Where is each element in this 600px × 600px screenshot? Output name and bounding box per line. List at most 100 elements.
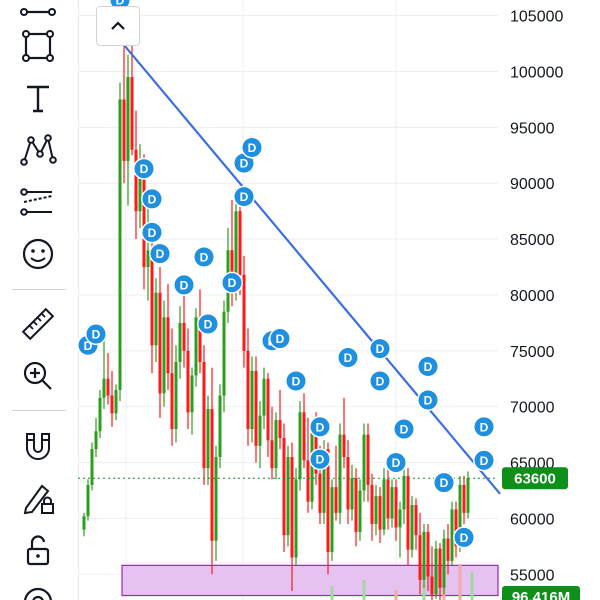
- dividend-marker[interactable]: [270, 329, 290, 349]
- trend-line-icon: [20, 8, 56, 16]
- volume-tag[interactable]: [502, 586, 580, 600]
- forecasting-tool[interactable]: [14, 180, 62, 224]
- dividend-marker[interactable]: [310, 449, 330, 469]
- dividend-marker[interactable]: [418, 390, 438, 410]
- dividend-marker[interactable]: [394, 419, 414, 439]
- dividend-marker-label: D: [480, 420, 489, 434]
- candle-body: [90, 449, 94, 485]
- pattern-icon: [20, 134, 57, 166]
- dividend-marker[interactable]: [86, 324, 106, 344]
- candlestick-chart[interactable]: DDDDDDDDDDDDDDDDDDDDDDDDDDDDDD5500060000…: [78, 0, 600, 600]
- candle-body: [386, 479, 390, 519]
- price-chart[interactable]: DDDDDDDDDDDDDDDDDDDDDDDDDDDDDD5500060000…: [78, 0, 600, 600]
- candle-body: [342, 434, 346, 457]
- dividend-marker[interactable]: [142, 222, 162, 242]
- candle-body: [202, 362, 206, 469]
- pattern-tool[interactable]: [14, 128, 62, 172]
- dividend-marker[interactable]: [370, 371, 390, 391]
- candle-body: [270, 440, 274, 469]
- dividend-marker[interactable]: [134, 159, 154, 179]
- drawing-toolbar: [0, 0, 79, 600]
- last-price-tag[interactable]: [502, 467, 568, 490]
- candle-body: [322, 449, 326, 513]
- dividend-marker[interactable]: [338, 348, 358, 368]
- dividend-marker-label: D: [180, 278, 189, 292]
- candle-body: [318, 473, 322, 513]
- y-axis-tick-label: 55000: [510, 567, 555, 584]
- dividend-marker[interactable]: [234, 187, 254, 207]
- dividend-marker[interactable]: [174, 275, 194, 295]
- dividend-marker[interactable]: [194, 247, 214, 267]
- candle-body: [102, 378, 106, 398]
- candle-body: [354, 478, 358, 532]
- lock-drawing-icon: [23, 484, 54, 515]
- dividend-marker[interactable]: [474, 450, 494, 470]
- eye-tool[interactable]: [14, 580, 62, 600]
- toolbar-divider: [12, 289, 66, 290]
- dividend-marker[interactable]: [310, 417, 330, 437]
- dividend-marker[interactable]: [454, 527, 474, 547]
- candle-body: [98, 397, 102, 432]
- candle-body: [178, 322, 182, 363]
- dividend-marker-label: D: [204, 318, 213, 332]
- candle-body: [210, 408, 214, 541]
- rectangle-icon: [22, 30, 54, 62]
- candle-body: [358, 490, 362, 532]
- candle-body: [154, 292, 158, 346]
- dividend-marker[interactable]: [370, 339, 390, 359]
- candle-body: [410, 505, 414, 550]
- dividend-marker[interactable]: [386, 453, 406, 473]
- candle-body: [350, 478, 354, 510]
- dividend-marker[interactable]: [418, 356, 438, 376]
- dividend-marker[interactable]: [150, 244, 170, 264]
- candle-body: [378, 496, 382, 530]
- candle-body: [326, 449, 330, 552]
- rectangle-tool[interactable]: [14, 24, 62, 68]
- zoom-in-tool[interactable]: [14, 354, 62, 398]
- volume-label: 96.416M: [512, 589, 570, 600]
- y-axis-tick-label: 105000: [510, 9, 563, 26]
- candle-body: [426, 531, 430, 577]
- candle-body: [170, 373, 174, 430]
- candle-body: [214, 456, 218, 541]
- candle-body: [218, 395, 222, 457]
- dividend-marker[interactable]: [242, 137, 262, 157]
- support-zone[interactable]: [121, 564, 499, 597]
- candle-body: [130, 77, 134, 150]
- candle-body: [138, 163, 142, 212]
- candle-body: [442, 538, 446, 588]
- trend-line-tool[interactable]: [14, 0, 62, 24]
- dividend-marker-label: D: [424, 360, 433, 374]
- dividend-marker[interactable]: [474, 417, 494, 437]
- zoom-in-icon: [23, 361, 52, 390]
- dividend-marker[interactable]: [222, 273, 242, 293]
- unlock-tool[interactable]: [14, 528, 62, 572]
- ruler-tool[interactable]: [14, 302, 62, 346]
- magnet-tool[interactable]: [14, 424, 62, 468]
- trendline[interactable]: [119, 39, 501, 495]
- dividend-marker[interactable]: [286, 371, 306, 391]
- dividend-marker-label: D: [316, 453, 325, 467]
- dividend-marker[interactable]: [142, 189, 162, 209]
- candle-body: [286, 456, 290, 536]
- candle-body: [110, 395, 114, 414]
- dividend-marker-label: D: [240, 190, 249, 204]
- dividend-marker[interactable]: [198, 314, 218, 334]
- candle-body: [206, 408, 210, 469]
- candle-body: [246, 350, 250, 430]
- dividend-marker[interactable]: [234, 153, 254, 173]
- candle-body: [234, 211, 238, 290]
- lock-drawing-tool[interactable]: [14, 476, 62, 520]
- ruler-icon: [21, 307, 55, 341]
- candle-body: [414, 505, 418, 536]
- collapse-button[interactable]: [96, 6, 140, 46]
- y-axis-tick-label: 80000: [510, 288, 555, 305]
- candle-body: [334, 487, 338, 513]
- text-tool[interactable]: [14, 76, 62, 120]
- emoji-tool[interactable]: [14, 232, 62, 276]
- candle-body: [290, 456, 294, 558]
- dividend-marker[interactable]: [434, 473, 454, 493]
- candle-body: [146, 250, 150, 268]
- emoji-icon: [22, 238, 54, 270]
- candle-body: [294, 479, 298, 558]
